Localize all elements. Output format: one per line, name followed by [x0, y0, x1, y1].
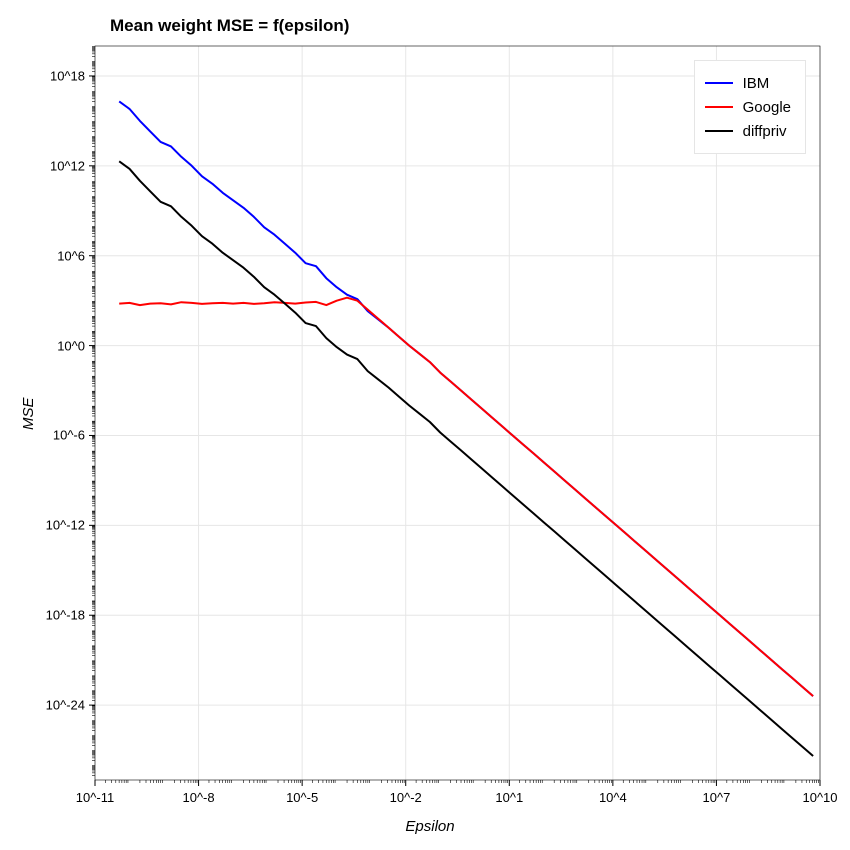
legend-swatch	[705, 130, 733, 132]
legend-item: IBM	[705, 71, 791, 95]
legend: IBM Google diffpriv	[694, 60, 806, 154]
legend-label: IBM	[743, 75, 770, 92]
x-tick-label: 10^-5	[286, 790, 318, 805]
x-tick-label: 10^7	[703, 790, 731, 805]
y-tick-label: 10^-18	[46, 608, 85, 623]
x-tick-label: 10^10	[802, 790, 837, 805]
legend-swatch	[705, 82, 733, 84]
x-tick-label: 10^-8	[183, 790, 215, 805]
legend-swatch	[705, 106, 733, 108]
x-axis-label: Epsilon	[400, 818, 460, 835]
y-tick-label: 10^18	[50, 68, 85, 83]
x-tick-label: 10^-2	[390, 790, 422, 805]
x-tick-label: 10^4	[599, 790, 627, 805]
legend-label: diffpriv	[743, 123, 787, 140]
legend-item: Google	[705, 95, 791, 119]
y-tick-label: 10^0	[57, 338, 85, 353]
x-tick-label: 10^1	[495, 790, 523, 805]
y-tick-label: 10^6	[57, 248, 85, 263]
y-axis-label: MSE	[20, 397, 37, 430]
legend-label: Google	[743, 99, 791, 116]
y-tick-label: 10^-6	[53, 428, 85, 443]
x-tick-label: 10^-11	[76, 790, 114, 805]
y-tick-label: 10^-12	[46, 518, 85, 533]
legend-item: diffpriv	[705, 119, 791, 143]
y-tick-label: 10^12	[50, 158, 85, 173]
y-tick-label: 10^-24	[46, 698, 85, 713]
